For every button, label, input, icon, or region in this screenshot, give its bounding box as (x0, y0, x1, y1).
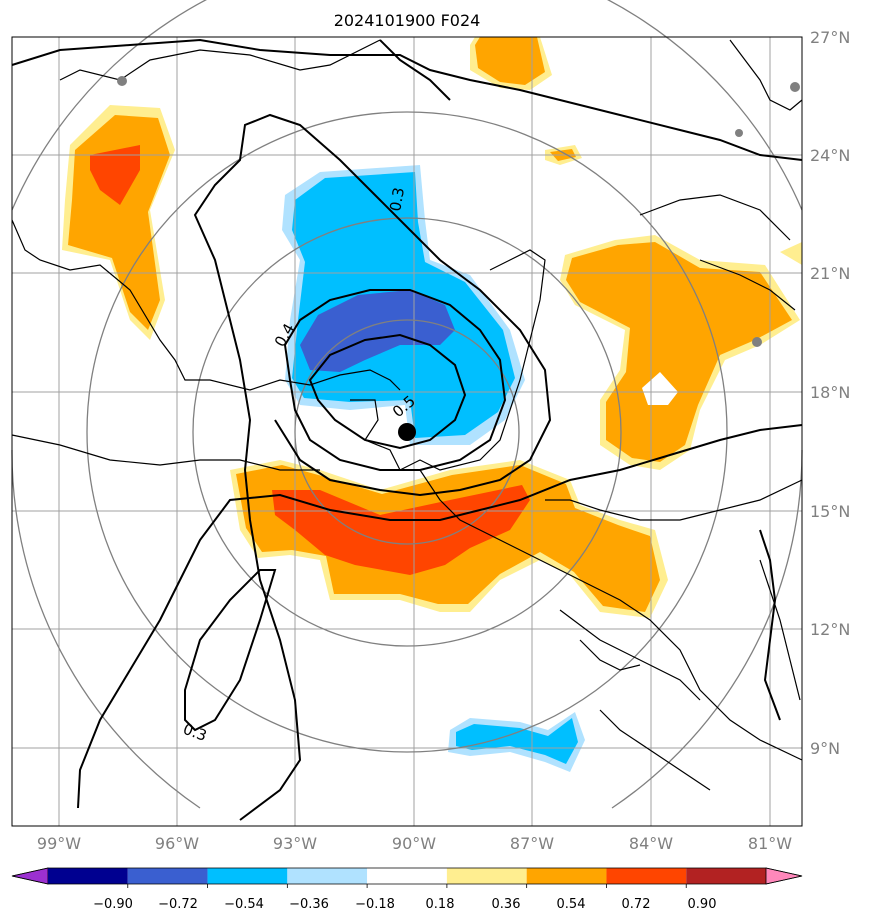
colorbar-tick-label: 0.18 (426, 897, 455, 912)
map-panel: 0.3 0.4 0.5 0.3 (11, 0, 803, 827)
shade-edge-yellow (780, 242, 802, 265)
lon-label-96: 96°W (155, 834, 199, 853)
coastlines (11, 39, 803, 791)
colorbar-tick-label: 0.54 (557, 897, 586, 912)
colorbar-extend-low (11, 867, 49, 885)
shade-east-orange (566, 242, 792, 462)
lon-label-84: 84°W (629, 834, 673, 853)
lat-label-24: 24°N (810, 146, 850, 165)
colorbar-segment (446, 868, 527, 884)
colorbar-tick-label: −0.90 (93, 897, 133, 912)
station-dot (790, 82, 800, 92)
lon-labels: 99°W 96°W 93°W 90°W 87°W 84°W 81°W (37, 834, 792, 853)
contour-lines (11, 38, 803, 821)
lat-label-27: 27°N (810, 28, 850, 47)
colorbar-tick-label: −0.36 (289, 897, 329, 912)
lon-label-99: 99°W (37, 834, 81, 853)
range-rings (11, 0, 803, 809)
lat-label-15: 15°N (810, 502, 850, 521)
map-title: 2024101900 F024 (334, 11, 481, 30)
shade-top-orange (475, 37, 545, 85)
lon-label-81: 81°W (748, 834, 792, 853)
lon-label-90: 90°W (392, 834, 436, 853)
station-dot (735, 129, 743, 137)
colorbar-segment (606, 868, 687, 884)
lat-label-18: 18°N (810, 383, 850, 402)
colorbar-tick-label: −0.18 (355, 897, 395, 912)
gridlines (12, 37, 802, 826)
colorbar-tick-label: −0.54 (224, 897, 264, 912)
colorbar-segment (367, 868, 447, 884)
shade-nw-red (90, 145, 140, 205)
colorbar-extend-high (765, 867, 803, 885)
colorbar-tick-label: 0.90 (688, 897, 717, 912)
lon-label-93: 93°W (273, 834, 317, 853)
map-frame (11, 36, 803, 827)
colorbar-segment (127, 868, 208, 884)
colorbar-segment (686, 868, 766, 884)
colorbar-segment (287, 868, 368, 884)
colorbar (11, 867, 803, 888)
colorbar-tick-label: 0.72 (622, 897, 651, 912)
colorbar-segment (48, 868, 128, 884)
colorbar-labels: −0.90 −0.72 −0.54 −0.36 −0.18 0.18 0.36 … (93, 897, 716, 912)
storm-center-marker (398, 423, 416, 441)
colorbar-tick-label: 0.36 (492, 897, 521, 912)
colorbar-tick-label: −0.72 (158, 897, 198, 912)
lon-label-87: 87°W (510, 834, 554, 853)
colorbar-outline (11, 867, 803, 885)
contour-label-1: 0.3 (386, 186, 408, 213)
lat-label-12: 12°N (810, 620, 850, 639)
colorbar-segment (526, 868, 607, 884)
shade-se-deep (456, 718, 578, 764)
lat-label-9: 9°N (810, 739, 840, 758)
shade-south-red (272, 485, 530, 575)
station-dot (752, 337, 762, 347)
station-dot (117, 76, 127, 86)
lat-label-21: 21°N (810, 264, 850, 283)
lat-labels: 27°N 24°N 21°N 18°N 15°N 12°N 9°N (810, 28, 850, 758)
colorbar-segment (207, 868, 288, 884)
